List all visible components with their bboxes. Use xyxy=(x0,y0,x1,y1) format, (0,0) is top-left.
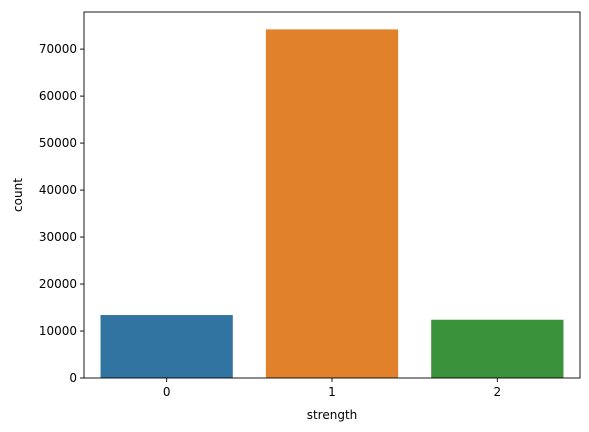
bar-0 xyxy=(100,315,233,378)
y-tick-label: 20000 xyxy=(39,277,77,291)
y-tick-label: 50000 xyxy=(39,136,77,150)
x-axis-title: strength xyxy=(307,408,358,422)
y-tick-label: 0 xyxy=(69,371,77,385)
x-axis: 0 1 2 xyxy=(163,378,501,399)
x-tick-label: 2 xyxy=(494,385,502,399)
y-tick-label: 60000 xyxy=(39,89,77,103)
y-tick-label: 70000 xyxy=(39,42,77,56)
x-tick-label: 1 xyxy=(328,385,336,399)
bars-group xyxy=(100,29,564,379)
y-tick-label: 40000 xyxy=(39,183,77,197)
bar-2 xyxy=(431,319,564,378)
x-tick-label: 0 xyxy=(163,385,171,399)
bar-1 xyxy=(265,29,399,379)
y-tick-label: 10000 xyxy=(39,324,77,338)
y-axis-title: count xyxy=(11,178,25,212)
y-axis: 0 10000 20000 30000 40000 50000 60000 70000 xyxy=(39,42,84,385)
y-tick-label: 30000 xyxy=(39,230,77,244)
